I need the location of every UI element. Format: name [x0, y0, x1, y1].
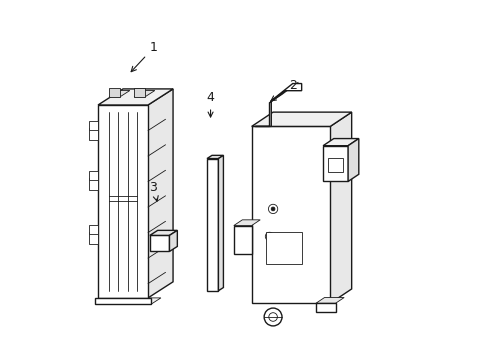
Polygon shape: [109, 90, 130, 97]
Polygon shape: [233, 220, 260, 226]
Polygon shape: [98, 89, 173, 105]
Polygon shape: [89, 179, 98, 190]
Polygon shape: [323, 146, 347, 181]
Polygon shape: [233, 226, 251, 254]
Polygon shape: [95, 298, 151, 304]
Polygon shape: [323, 139, 358, 146]
Polygon shape: [315, 297, 344, 303]
Polygon shape: [251, 112, 351, 126]
Polygon shape: [328, 158, 342, 172]
Polygon shape: [169, 230, 177, 251]
Polygon shape: [95, 298, 161, 304]
Polygon shape: [89, 128, 98, 140]
Text: 1: 1: [131, 41, 157, 72]
Circle shape: [271, 207, 274, 211]
Text: 3: 3: [149, 181, 158, 201]
Polygon shape: [206, 158, 218, 291]
Polygon shape: [89, 225, 98, 234]
Polygon shape: [255, 84, 301, 126]
Polygon shape: [134, 88, 144, 97]
Polygon shape: [206, 156, 223, 158]
Polygon shape: [98, 105, 148, 298]
Polygon shape: [251, 126, 329, 303]
Polygon shape: [89, 121, 98, 130]
Polygon shape: [269, 82, 298, 103]
Text: 2: 2: [270, 79, 296, 101]
Polygon shape: [89, 171, 98, 180]
Polygon shape: [265, 232, 301, 264]
Text: 4: 4: [206, 91, 214, 117]
Polygon shape: [329, 112, 351, 303]
Polygon shape: [149, 230, 177, 235]
Polygon shape: [148, 89, 173, 298]
Polygon shape: [89, 233, 98, 244]
Polygon shape: [149, 235, 169, 251]
Polygon shape: [134, 90, 155, 97]
Polygon shape: [218, 156, 223, 291]
Polygon shape: [315, 303, 335, 312]
Circle shape: [268, 313, 277, 321]
Polygon shape: [109, 88, 120, 97]
Circle shape: [264, 308, 282, 326]
Polygon shape: [347, 139, 358, 181]
